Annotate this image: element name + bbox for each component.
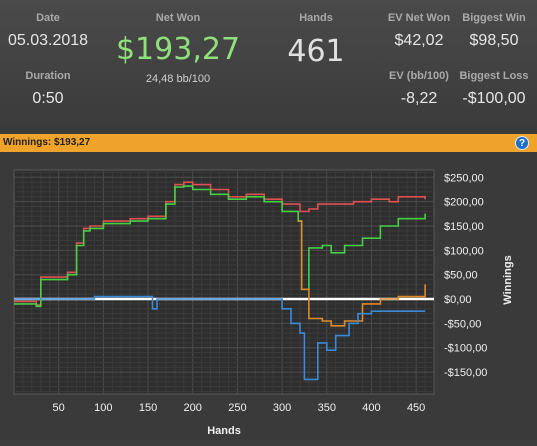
winnings-bar: Winnings: $193,27 ? <box>0 134 537 152</box>
duration-value: 0:50 <box>32 90 64 107</box>
winnings-chart-panel: 50 100 150 200 250 300 350 400 450 $250,00 $200,00… <box>0 152 537 441</box>
y-tick-label: $50,00 <box>444 270 478 282</box>
question-icon[interactable]: ? <box>515 136 529 150</box>
x-axis-label: Hands <box>207 425 241 437</box>
x-tick-label: 250 <box>228 402 246 414</box>
y-tick-label: -$100,00 <box>444 343 487 355</box>
x-tick-label: 450 <box>407 402 425 414</box>
ev-net-won-label: EV Net Won <box>387 12 451 24</box>
net-won-value: $193,27 <box>115 32 241 67</box>
stats-panel: Date 05.03.2018 Duration 0:50 Net Won $1… <box>0 0 537 134</box>
ev-bb100-value: -8,22 <box>400 90 438 107</box>
bb-per-100-value: 24,48 bb/100 <box>145 73 211 85</box>
biggest-loss-label: Biggest Loss <box>459 70 529 82</box>
series-line-3 <box>298 220 426 327</box>
y-tick-label: -$150,00 <box>444 367 487 379</box>
date-value: 05.03.2018 <box>7 32 89 49</box>
date-label: Date <box>36 12 60 24</box>
y-tick-label: -$50,00 <box>444 318 481 330</box>
winnings-chart: 50 100 150 200 250 300 350 400 450 $250,00 $200,00… <box>13 169 514 437</box>
x-tick-label: 100 <box>94 402 112 414</box>
biggest-win-label: Biggest Win <box>462 12 526 24</box>
series-line-1 <box>14 181 426 306</box>
y-axis-label: Winnings <box>502 255 514 304</box>
y-tick-label: $100,00 <box>444 245 484 257</box>
winnings-bar-label: Winnings: $193,27 <box>3 137 91 148</box>
x-tick-label: 50 <box>53 402 65 414</box>
x-tick-label: 350 <box>318 402 336 414</box>
series-line-2 <box>14 185 426 308</box>
ev-bb100-label: EV (bb/100) <box>389 70 449 82</box>
biggest-win-value: $98,50 <box>469 32 519 49</box>
plot-area <box>13 169 435 395</box>
hands-value: 461 <box>287 34 345 69</box>
series-line-4 <box>14 295 426 381</box>
y-tick-label: $150,00 <box>444 221 484 233</box>
y-tick-label: $250,00 <box>444 172 484 184</box>
net-won-label: Net Won <box>155 12 201 24</box>
duration-label: Duration <box>25 70 71 82</box>
x-tick-label: 300 <box>273 402 291 414</box>
x-tick-label: 200 <box>184 402 202 414</box>
y-tick-label: $200,00 <box>444 197 484 209</box>
y-tick-label: $0,00 <box>444 294 472 306</box>
x-tick-label: 400 <box>362 402 380 414</box>
biggest-loss-value: -$100,00 <box>462 90 526 107</box>
x-tick-label: 150 <box>139 402 157 414</box>
ev-net-won-value: $42,02 <box>394 32 444 49</box>
hands-label: Hands <box>299 12 333 24</box>
